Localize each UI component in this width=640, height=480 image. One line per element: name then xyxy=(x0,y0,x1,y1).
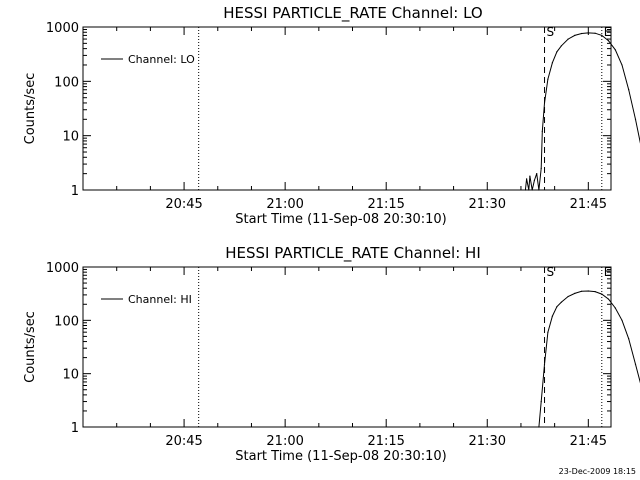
x-tick-label: 21:00 xyxy=(266,197,303,212)
timestamp-label: 23-Dec-2009 18:15 xyxy=(559,467,636,476)
x-tick-label: 21:15 xyxy=(367,434,404,449)
data-point xyxy=(543,102,546,104)
panel-lo: HESSI PARTICLE_RATE Channel: LO 1 10 100 100… xyxy=(23,4,640,227)
data-point xyxy=(547,78,549,80)
data-point xyxy=(614,49,616,51)
y-tick-label: 10 xyxy=(62,130,79,145)
data-point xyxy=(531,189,533,191)
data-point xyxy=(536,173,538,175)
data-point xyxy=(529,175,531,177)
data-point xyxy=(634,363,637,365)
data-point xyxy=(560,301,563,303)
y-tick-label: 100 xyxy=(54,75,79,90)
data-point xyxy=(574,292,576,294)
x-tick-label: 21:00 xyxy=(266,434,303,449)
data-point xyxy=(551,315,554,317)
data-point xyxy=(581,32,583,35)
x-tick-label: 21:30 xyxy=(469,434,506,449)
data-point xyxy=(628,89,630,91)
legend-label: Channel: LO xyxy=(128,53,195,66)
data-point xyxy=(607,298,610,300)
x-tick-label: 20:45 xyxy=(165,434,202,449)
data-point xyxy=(541,130,543,132)
data-point xyxy=(567,38,569,40)
start-marker-label: S xyxy=(547,265,555,279)
panel-hi: HESSI PARTICLE_RATE Channel: HI 1 10 100 100… xyxy=(23,244,640,464)
data-point xyxy=(547,331,549,333)
x-axis-label: Start Time (11-Sep-08 20:30:10) xyxy=(235,212,446,227)
data-point xyxy=(628,338,630,340)
y-tick-label: 1 xyxy=(71,184,79,199)
data-point xyxy=(601,293,603,295)
start-marker-label: S xyxy=(547,25,555,39)
end-marker-label: E xyxy=(604,25,612,39)
data-point xyxy=(594,32,596,34)
chart-title: HESSI PARTICLE_RATE Channel: HI xyxy=(225,244,481,263)
y-tick-label: 1 xyxy=(71,421,79,436)
data-point xyxy=(614,307,616,309)
data-point xyxy=(533,179,536,181)
data-point xyxy=(524,189,527,191)
series-points xyxy=(538,290,637,428)
data-point xyxy=(567,295,569,298)
x-tick-label: 20:45 xyxy=(165,197,202,212)
plot-frame xyxy=(82,26,612,191)
y-axis-label: Counts/sec xyxy=(23,73,38,145)
data-point xyxy=(594,291,596,293)
data-point xyxy=(607,40,610,42)
plot-frame xyxy=(82,266,612,428)
x-axis-label: Start Time (11-Sep-08 20:30:10) xyxy=(235,449,446,464)
y-axis-label: Counts/sec xyxy=(23,311,38,383)
y-tick-label: 100 xyxy=(54,314,79,329)
data-point xyxy=(538,426,540,428)
data-point xyxy=(574,34,576,37)
data-point xyxy=(540,167,542,169)
data-point xyxy=(551,62,554,64)
data-point xyxy=(556,306,558,308)
y-tick-label: 1000 xyxy=(46,21,79,36)
x-tick-label: 21:45 xyxy=(570,434,607,449)
x-tick-label: 21:15 xyxy=(367,197,404,212)
legend-label: Channel: HI xyxy=(128,293,192,306)
chart-title: HESSI PARTICLE_RATE Channel: LO xyxy=(223,4,482,23)
data-point xyxy=(526,178,528,180)
data-point xyxy=(556,51,558,53)
data-point xyxy=(538,189,540,191)
x-tick-label: 21:30 xyxy=(469,197,506,212)
end-marker-label: E xyxy=(604,265,612,279)
data-point xyxy=(560,45,563,47)
data-point xyxy=(634,118,637,120)
series-points xyxy=(524,32,637,191)
data-point xyxy=(621,64,623,66)
y-tick-label: 10 xyxy=(62,368,79,383)
data-point xyxy=(587,32,589,34)
data-point xyxy=(528,189,530,191)
data-point xyxy=(621,319,623,321)
data-point xyxy=(543,363,546,365)
data-point xyxy=(587,290,589,292)
x-tick-label: 21:45 xyxy=(570,197,607,212)
data-point xyxy=(540,401,542,403)
y-tick-label: 1000 xyxy=(46,261,79,276)
data-point xyxy=(601,34,603,37)
data-point xyxy=(581,290,583,292)
